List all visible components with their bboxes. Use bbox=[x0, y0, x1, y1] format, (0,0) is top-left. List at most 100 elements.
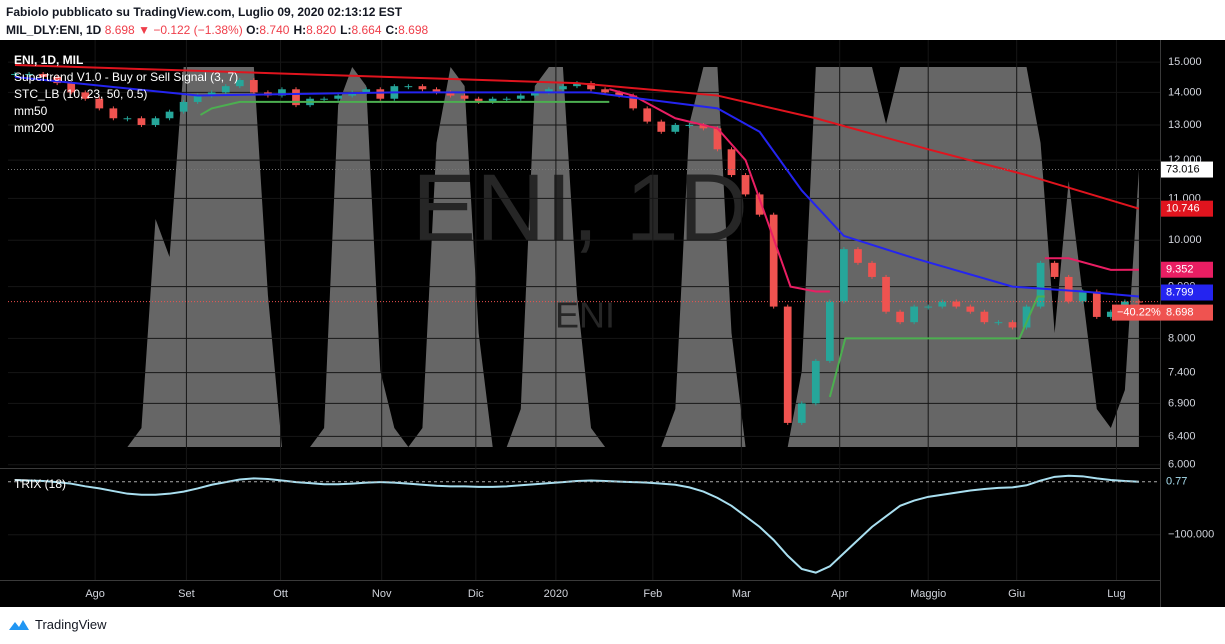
candle bbox=[404, 86, 413, 88]
candle bbox=[769, 214, 778, 307]
value-label-box bbox=[1161, 261, 1213, 278]
candle bbox=[713, 128, 722, 150]
candle bbox=[502, 98, 511, 100]
candle bbox=[432, 89, 441, 93]
brand: TradingView bbox=[35, 617, 107, 632]
value-label: 8.698 bbox=[1166, 307, 1194, 319]
value-label: −40.22% bbox=[1117, 307, 1161, 319]
candle bbox=[235, 80, 244, 87]
candle bbox=[868, 262, 876, 277]
candle bbox=[165, 111, 174, 119]
candle bbox=[1036, 262, 1045, 307]
candle bbox=[896, 311, 904, 323]
x-tick-label: Maggio bbox=[910, 588, 946, 600]
candle bbox=[952, 301, 961, 307]
candle bbox=[1135, 301, 1143, 303]
candle bbox=[1092, 291, 1101, 317]
ohlc-value: 8.740 bbox=[259, 23, 290, 37]
value-label: 9.352 bbox=[1166, 264, 1194, 276]
value-label: 10.746 bbox=[1166, 203, 1200, 215]
candle bbox=[811, 360, 820, 404]
legend-item: mm200 bbox=[14, 121, 54, 135]
stc-area bbox=[15, 67, 1139, 447]
candle bbox=[95, 98, 104, 109]
candle bbox=[882, 276, 890, 312]
candle bbox=[1064, 276, 1073, 302]
x-tick-label: Apr bbox=[831, 588, 848, 600]
candle bbox=[685, 124, 694, 126]
legend-stc: STC_LB (10, 23, 50, 0.5) bbox=[14, 87, 147, 101]
candle bbox=[573, 83, 581, 87]
candle bbox=[657, 121, 666, 132]
x-tick-label: Ott bbox=[273, 588, 288, 600]
candle bbox=[741, 175, 750, 195]
candle bbox=[643, 108, 652, 122]
ohlc-value: 8.820 bbox=[306, 23, 337, 37]
value-label: 8.799 bbox=[1166, 286, 1194, 298]
x-tick-label: Lug bbox=[1107, 588, 1125, 600]
candle bbox=[1022, 306, 1031, 328]
ohlc-key: O: bbox=[246, 23, 260, 37]
candle bbox=[530, 92, 539, 96]
value-label-box bbox=[1161, 161, 1213, 178]
candle bbox=[488, 98, 497, 102]
value-label-box bbox=[1161, 304, 1213, 321]
x-tick-label: Feb bbox=[643, 588, 662, 600]
candle bbox=[825, 301, 834, 361]
candle bbox=[334, 95, 343, 99]
candle bbox=[53, 76, 62, 84]
legend-supertrend: Supertrend V1.0 - Buy or Sell Signal (3,… bbox=[14, 70, 238, 84]
candle bbox=[980, 311, 989, 323]
ohlc-value: 8.698 bbox=[398, 23, 429, 37]
value-label-box bbox=[1161, 200, 1213, 217]
candle bbox=[179, 101, 188, 112]
candle bbox=[938, 301, 947, 307]
candle bbox=[966, 306, 975, 312]
x-tick-label: Dic bbox=[468, 588, 484, 600]
x-tick-label: Set bbox=[178, 588, 195, 600]
candle bbox=[910, 306, 919, 323]
y-tick-label: 8.000 bbox=[1168, 332, 1196, 344]
value-label: 73.016 bbox=[1166, 163, 1200, 175]
y-tick-label: 13.000 bbox=[1168, 119, 1202, 131]
supertrend-line bbox=[609, 88, 830, 293]
supertrend-line bbox=[199, 100, 610, 116]
candle bbox=[1078, 291, 1087, 302]
logo bbox=[9, 619, 29, 630]
x-tick-label: Nov bbox=[372, 588, 392, 600]
candle bbox=[376, 89, 385, 99]
candle bbox=[292, 89, 300, 106]
candle bbox=[39, 73, 47, 77]
candle bbox=[67, 83, 76, 93]
candle bbox=[1050, 262, 1059, 277]
candle bbox=[320, 98, 328, 100]
candle bbox=[854, 249, 862, 263]
candle bbox=[601, 89, 609, 93]
candle bbox=[699, 124, 708, 129]
candle bbox=[123, 118, 132, 120]
candle bbox=[587, 83, 595, 90]
candle bbox=[629, 95, 638, 109]
y-tick-label: 6.400 bbox=[1168, 430, 1196, 442]
candle bbox=[249, 80, 258, 93]
candle bbox=[671, 124, 680, 132]
candle bbox=[516, 95, 525, 99]
candle bbox=[221, 86, 230, 93]
watermark: ENI, 1D bbox=[412, 154, 748, 261]
x-tick-label: Ago bbox=[85, 588, 105, 600]
value-label-box bbox=[1161, 284, 1213, 301]
candle bbox=[81, 92, 90, 99]
candle bbox=[755, 194, 764, 215]
ohlc: O:8.740 H:8.820 L:8.664 C:8.698 bbox=[246, 23, 432, 37]
y-tick-label: 14.000 bbox=[1168, 86, 1202, 98]
change: −0.122 (−1.38%) bbox=[153, 23, 243, 37]
candle bbox=[994, 322, 1003, 324]
ohlc-key: L: bbox=[340, 23, 352, 37]
y-tick-label: 7.400 bbox=[1168, 367, 1196, 379]
quote-line: MIL_DLY:ENI, 1D 8.698 ▼ −0.122 (−1.38%) … bbox=[6, 21, 432, 39]
candle bbox=[193, 95, 202, 102]
ma-line bbox=[14, 64, 1140, 210]
candle bbox=[151, 118, 160, 125]
value-label: 0.77 bbox=[1166, 476, 1187, 488]
legend-trix: TRIX (18) bbox=[14, 477, 66, 491]
